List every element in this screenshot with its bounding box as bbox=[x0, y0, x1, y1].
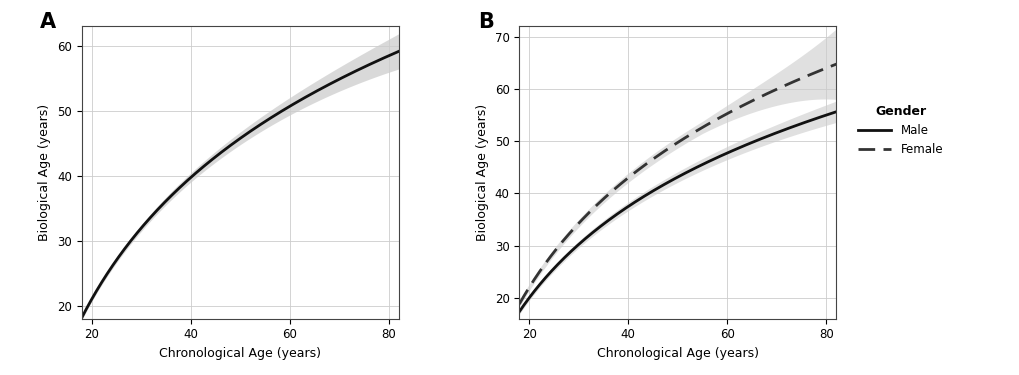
X-axis label: Chronological Age (years): Chronological Age (years) bbox=[159, 347, 321, 360]
Y-axis label: Biological Age (years): Biological Age (years) bbox=[476, 104, 489, 241]
Legend: Male, Female: Male, Female bbox=[857, 105, 943, 156]
Text: B: B bbox=[478, 12, 493, 32]
X-axis label: Chronological Age (years): Chronological Age (years) bbox=[596, 347, 758, 360]
Y-axis label: Biological Age (years): Biological Age (years) bbox=[39, 104, 51, 241]
Text: A: A bbox=[41, 12, 56, 32]
